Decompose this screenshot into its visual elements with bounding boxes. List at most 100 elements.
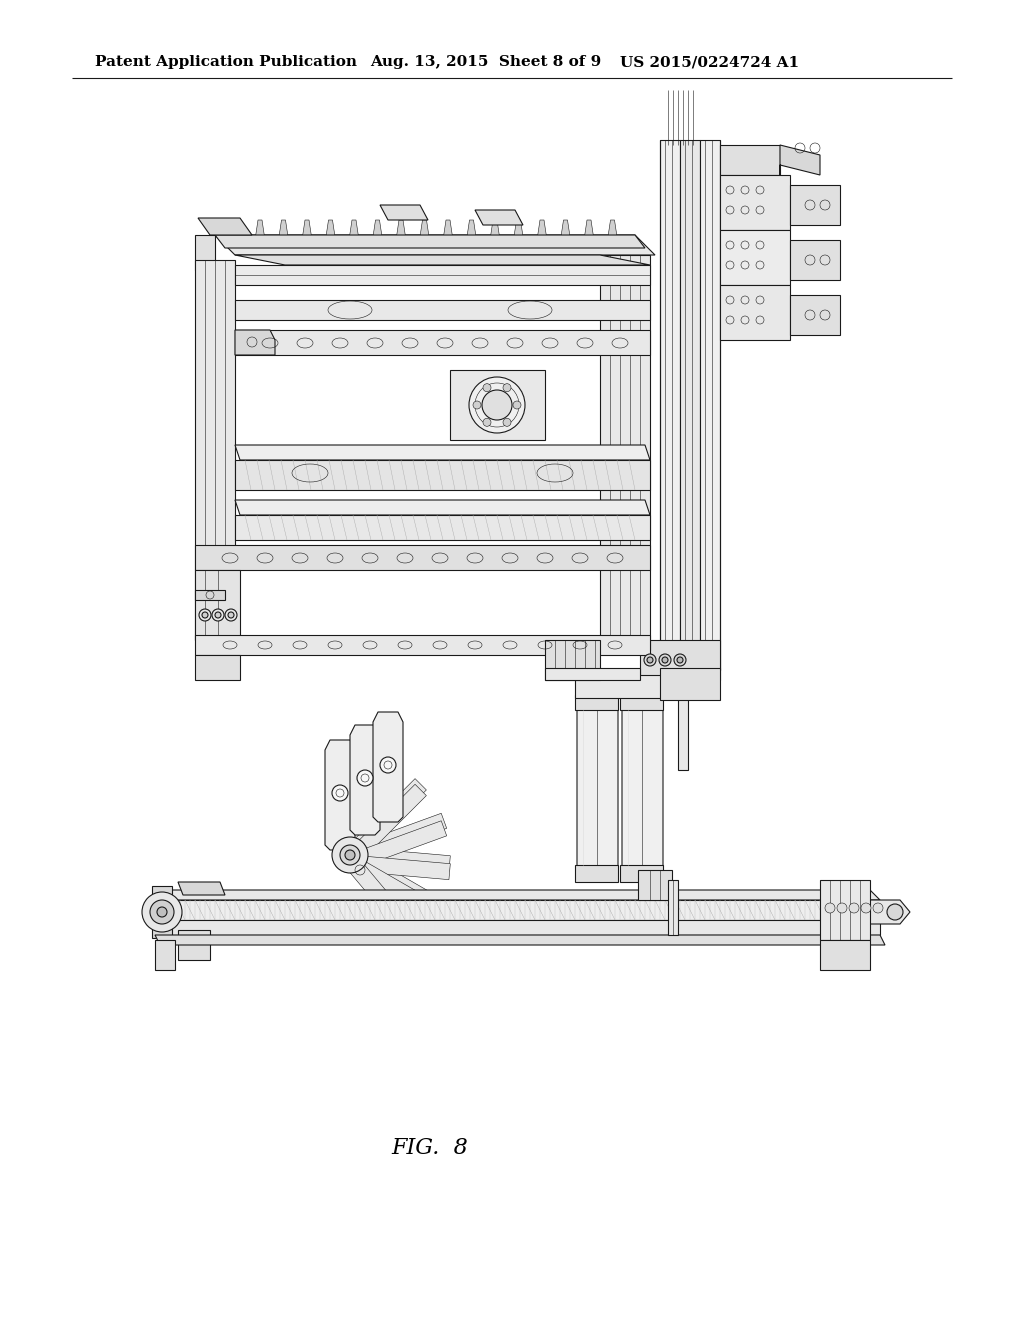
- Polygon shape: [513, 220, 523, 240]
- Polygon shape: [234, 330, 275, 355]
- Text: FIG.  8: FIG. 8: [391, 1137, 468, 1159]
- Circle shape: [647, 657, 653, 663]
- Circle shape: [332, 785, 348, 801]
- Circle shape: [340, 845, 360, 865]
- Polygon shape: [195, 635, 650, 655]
- Polygon shape: [344, 779, 426, 861]
- Polygon shape: [537, 220, 547, 240]
- Circle shape: [483, 418, 490, 426]
- Polygon shape: [373, 711, 403, 822]
- Polygon shape: [860, 900, 910, 924]
- Polygon shape: [255, 220, 265, 240]
- Polygon shape: [380, 205, 428, 220]
- Polygon shape: [195, 570, 240, 640]
- Polygon shape: [450, 370, 545, 440]
- Polygon shape: [178, 882, 225, 895]
- Circle shape: [513, 401, 521, 409]
- Polygon shape: [584, 220, 594, 240]
- Polygon shape: [640, 640, 720, 680]
- Polygon shape: [545, 640, 600, 680]
- Polygon shape: [215, 235, 645, 248]
- Polygon shape: [560, 220, 570, 240]
- Polygon shape: [234, 445, 650, 459]
- Polygon shape: [152, 886, 172, 939]
- Polygon shape: [420, 220, 429, 240]
- Polygon shape: [347, 813, 446, 862]
- Polygon shape: [780, 145, 820, 176]
- Polygon shape: [443, 220, 453, 240]
- Polygon shape: [575, 675, 665, 698]
- Polygon shape: [680, 140, 700, 671]
- Circle shape: [644, 653, 656, 667]
- Circle shape: [674, 653, 686, 667]
- Polygon shape: [349, 220, 359, 240]
- Polygon shape: [790, 240, 840, 280]
- Polygon shape: [660, 668, 720, 700]
- Circle shape: [887, 904, 903, 920]
- Polygon shape: [302, 220, 312, 240]
- Polygon shape: [600, 255, 650, 649]
- Polygon shape: [720, 176, 790, 230]
- Polygon shape: [346, 847, 440, 912]
- Circle shape: [380, 756, 396, 774]
- Polygon shape: [660, 140, 680, 671]
- Circle shape: [503, 384, 511, 392]
- Circle shape: [482, 389, 512, 420]
- Circle shape: [225, 609, 237, 620]
- Polygon shape: [638, 870, 672, 900]
- Circle shape: [215, 612, 221, 618]
- Circle shape: [861, 903, 871, 913]
- Circle shape: [150, 900, 174, 924]
- Polygon shape: [234, 300, 650, 319]
- Polygon shape: [720, 285, 790, 341]
- Polygon shape: [344, 784, 426, 866]
- Polygon shape: [349, 847, 451, 871]
- Circle shape: [503, 418, 511, 426]
- Circle shape: [332, 837, 368, 873]
- Circle shape: [662, 657, 668, 663]
- Polygon shape: [325, 741, 355, 850]
- Polygon shape: [178, 931, 210, 960]
- Polygon shape: [234, 265, 650, 285]
- Polygon shape: [575, 696, 618, 710]
- Polygon shape: [620, 696, 663, 710]
- Polygon shape: [790, 294, 840, 335]
- Polygon shape: [155, 940, 175, 970]
- Polygon shape: [700, 140, 720, 671]
- Polygon shape: [490, 220, 500, 240]
- Polygon shape: [155, 900, 880, 920]
- Polygon shape: [347, 821, 446, 870]
- Polygon shape: [234, 255, 650, 265]
- Polygon shape: [545, 668, 640, 680]
- Polygon shape: [475, 210, 523, 224]
- Circle shape: [469, 378, 525, 433]
- Circle shape: [199, 609, 211, 620]
- Polygon shape: [195, 655, 240, 680]
- Circle shape: [157, 907, 167, 917]
- Circle shape: [202, 612, 208, 618]
- Circle shape: [212, 609, 224, 620]
- Polygon shape: [198, 218, 252, 235]
- Polygon shape: [467, 220, 476, 240]
- Polygon shape: [195, 235, 215, 271]
- Polygon shape: [234, 459, 650, 490]
- Polygon shape: [195, 260, 234, 640]
- Polygon shape: [396, 220, 406, 240]
- Text: Patent Application Publication: Patent Application Publication: [95, 55, 357, 69]
- Circle shape: [677, 657, 683, 663]
- Polygon shape: [234, 330, 650, 355]
- Polygon shape: [349, 855, 451, 879]
- Polygon shape: [678, 680, 688, 770]
- Polygon shape: [575, 865, 618, 882]
- Circle shape: [483, 384, 490, 392]
- Polygon shape: [155, 920, 880, 935]
- Polygon shape: [344, 855, 421, 942]
- Polygon shape: [234, 515, 650, 540]
- Polygon shape: [350, 725, 380, 836]
- Circle shape: [228, 612, 234, 618]
- Polygon shape: [820, 940, 870, 970]
- Polygon shape: [577, 696, 618, 880]
- Polygon shape: [720, 145, 780, 176]
- Circle shape: [473, 401, 481, 409]
- Polygon shape: [668, 880, 678, 935]
